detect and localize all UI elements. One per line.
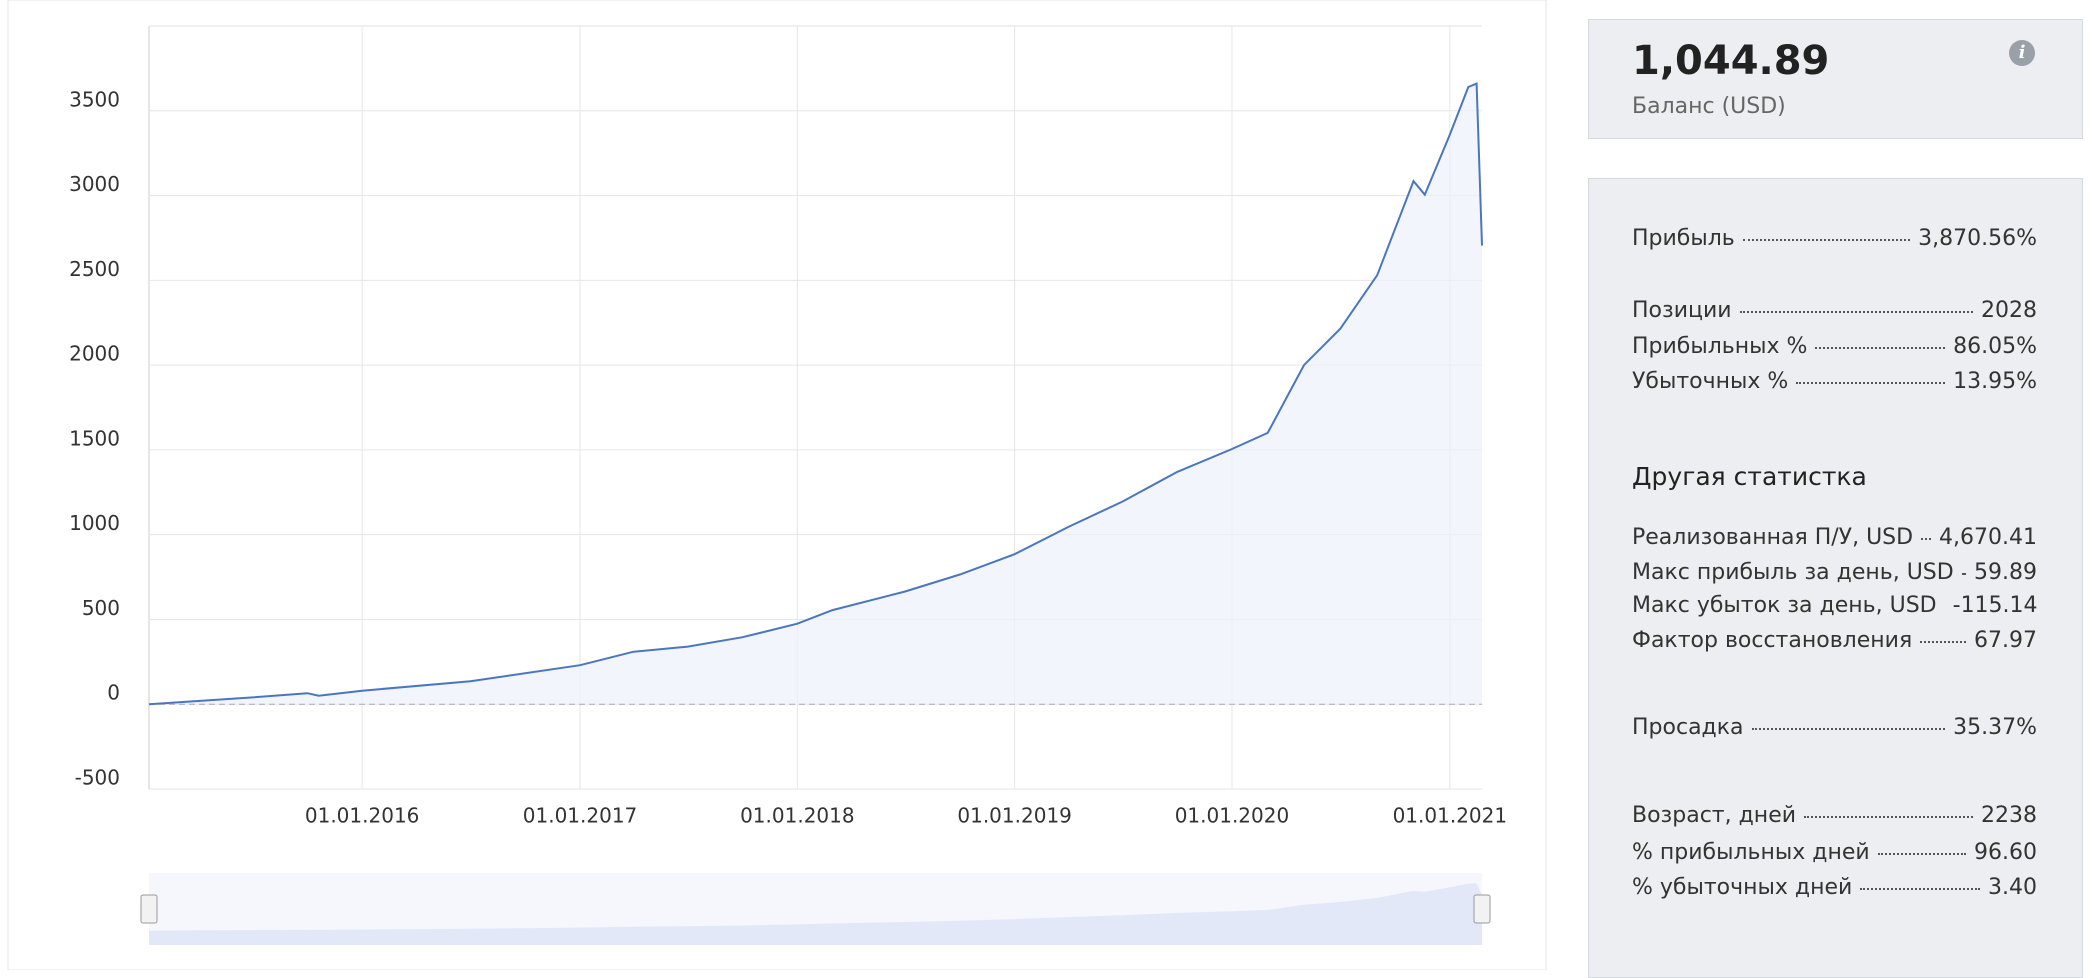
leader [1751, 728, 1946, 730]
stat-row: Макс убыток за день, USD -115.14 [1632, 593, 2038, 618]
stat-value: 86.05% [1953, 334, 2037, 359]
stat-value: 3.40 [1988, 875, 2037, 900]
x-tick-label: 01.01.2021 [1393, 804, 1508, 828]
leader [1877, 853, 1967, 855]
stat-label: Прибыль [1632, 226, 1735, 251]
stat-label: Возраст, дней [1632, 803, 1797, 828]
y-tick-label: 1000 [69, 511, 120, 535]
navigator-handle[interactable] [140, 894, 158, 924]
stat-label: Просадка [1632, 715, 1744, 740]
balance-value: 1,044.89 [1632, 38, 1830, 84]
stat-row: Позиции 2028 [1632, 298, 2037, 323]
stat-label: Макс прибыль за день, USD [1632, 560, 1954, 585]
stat-label: Фактор восстановления [1632, 628, 1913, 653]
leader [1815, 347, 1946, 349]
navigator-handle[interactable] [1473, 894, 1491, 924]
stat-row: Просадка 35.37% [1632, 715, 2037, 740]
leader [1742, 239, 1911, 241]
stat-value: 59.89 [1974, 560, 2037, 585]
stat-row: Возраст, дней 2238 [1632, 803, 2037, 828]
stat-value: 4,670.41 [1939, 525, 2037, 550]
leader [1920, 641, 1967, 643]
y-tick-label: 2000 [69, 342, 120, 366]
info-icon[interactable]: i [2009, 40, 2035, 66]
stat-value: 13.95% [1953, 369, 2037, 394]
x-tick-label: 01.01.2017 [523, 804, 638, 828]
stat-label: Макс убыток за день, USD [1632, 593, 1937, 618]
stat-value: 35.37% [1953, 715, 2037, 740]
stat-value: 67.97 [1974, 628, 2037, 653]
balance-label: Баланс (USD) [1632, 94, 1786, 119]
stat-label: % прибыльных дней [1632, 840, 1870, 865]
stat-row: Убыточных % 13.95% [1632, 369, 2037, 394]
y-tick-label: 0 [107, 681, 120, 705]
x-tick-label: 01.01.2020 [1175, 804, 1290, 828]
leader [1921, 538, 1932, 540]
stat-row: Макс прибыль за день, USD 59.89 [1632, 560, 2037, 585]
leader [1804, 816, 1973, 818]
stat-label: Убыточных % [1632, 369, 1789, 394]
stat-label: % убыточных дней [1632, 875, 1853, 900]
stat-label: Позиции [1632, 298, 1732, 323]
line [148, 82, 1483, 706]
leader [1860, 888, 1981, 890]
stat-label: Реализованная П/У, USD [1632, 525, 1914, 550]
navigator-area [149, 883, 1482, 945]
leader [1739, 311, 1973, 313]
stat-row: % убыточных дней 3.40 [1632, 875, 2037, 900]
stat-value: 2238 [1981, 803, 2037, 828]
stat-row: Реализованная П/У, USD 4,670.41 [1632, 525, 2037, 550]
y-tick-label: 1500 [69, 426, 120, 450]
area [149, 83, 1482, 705]
x-tick-label: 01.01.2016 [305, 804, 420, 828]
balance-card: 1,044.89 Баланс (USD) i [1588, 19, 2083, 139]
y-tick-label: 3000 [69, 172, 120, 196]
stat-value: 3,870.56% [1918, 226, 2037, 251]
y-tick-label: 500 [82, 596, 120, 620]
stat-row: Фактор восстановления 67.97 [1632, 628, 2037, 653]
stat-label: Прибыльных % [1632, 334, 1808, 359]
stat-row: Прибыльных % 86.05% [1632, 334, 2037, 359]
stat-row: Прибыль 3,870.56% [1632, 226, 2037, 251]
stat-row: % прибыльных дней 96.60 [1632, 840, 2037, 865]
leader [1796, 382, 1946, 384]
y-tick-label: -500 [75, 766, 120, 790]
section-title: Другая статистка [1632, 462, 1867, 491]
stat-value: -115.14 [1952, 593, 2038, 618]
x-tick-label: 01.01.2018 [740, 804, 855, 828]
y-tick-label: 2500 [69, 257, 120, 281]
y-tick-label: 3500 [69, 87, 120, 111]
x-tick-label: 01.01.2019 [957, 804, 1072, 828]
stat-value: 96.60 [1974, 840, 2037, 865]
leader [1961, 573, 1967, 575]
stat-value: 2028 [1981, 298, 2037, 323]
chart: -500 0 500 1000 1500 2000 2500 3000 3500 01.01.20… [7, 0, 1547, 970]
